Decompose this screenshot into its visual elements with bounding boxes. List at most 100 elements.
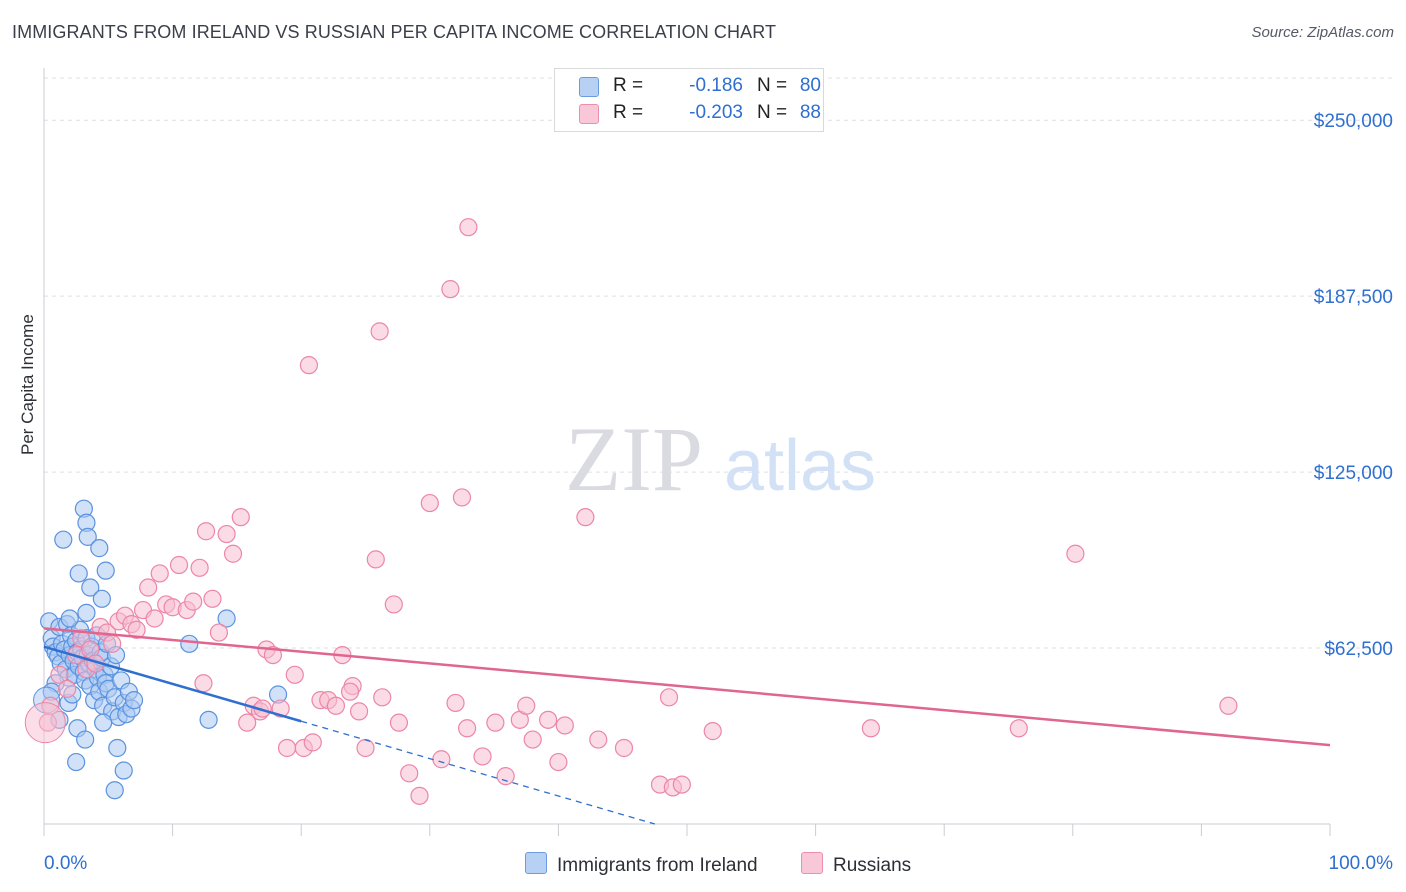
point-russians: [576, 508, 595, 527]
point-russians: [441, 280, 460, 299]
point-ireland: [60, 609, 79, 628]
point-ireland: [69, 564, 88, 583]
point-russians: [356, 738, 375, 758]
y-tick-label: $62,500: [1324, 639, 1393, 660]
legend-r-label: R =: [613, 75, 644, 96]
point-ireland: [180, 634, 199, 653]
point-ireland: [78, 527, 97, 546]
point-russians: [410, 786, 429, 805]
point-ireland: [124, 691, 144, 710]
point-russians: [589, 730, 608, 749]
point-ireland: [114, 761, 133, 780]
watermark-zip: ZIP: [565, 408, 703, 510]
point-russians: [1009, 719, 1028, 738]
point-ireland: [67, 752, 86, 772]
point-russians: [496, 767, 515, 786]
point-russians: [58, 679, 77, 698]
x-tick-label: 100.0%: [1329, 853, 1394, 874]
point-russians: [517, 696, 536, 715]
point-ireland: [92, 589, 111, 608]
point-russians: [446, 693, 465, 713]
source-credit: Source: ZipAtlas.com: [1251, 24, 1394, 41]
trend-line-ireland: [43, 645, 302, 723]
point-russians: [672, 775, 691, 794]
legend-n-value-ireland: 80: [799, 75, 821, 96]
point-russians: [326, 696, 346, 715]
point-russians: [555, 716, 574, 735]
legend-r-value-ireland: -0.186: [689, 75, 743, 96]
y-tick-label: $250,000: [1314, 111, 1393, 132]
point-ireland: [90, 539, 109, 558]
point-russians: [196, 522, 216, 541]
point-russians: [432, 750, 451, 769]
legend-swatch-ireland: [579, 77, 599, 97]
correlation-legend: R = -0.186 N = 80 R = -0.203 N = 88: [554, 68, 824, 132]
legend-n-label: N =: [757, 75, 788, 96]
series-name-ireland: Immigrants from Ireland: [557, 855, 758, 876]
point-russians: [223, 544, 243, 563]
point-russians: [24, 702, 66, 744]
point-russians: [486, 713, 505, 732]
point-russians: [190, 558, 209, 577]
point-ireland: [217, 609, 236, 628]
point-russians: [523, 730, 542, 749]
point-russians: [303, 733, 322, 752]
point-ireland: [81, 578, 100, 597]
point-russians: [127, 620, 146, 639]
point-russians: [349, 702, 369, 721]
series-legend-ireland: Immigrants from Ireland: [525, 852, 758, 877]
point-russians: [703, 722, 722, 741]
point-ireland: [96, 561, 115, 580]
series-swatch-ireland: [525, 852, 547, 874]
trend-line-russians: [43, 627, 1331, 747]
point-russians: [389, 713, 409, 732]
point-russians: [549, 752, 568, 772]
point-ireland: [54, 530, 73, 549]
point-ireland: [105, 781, 124, 800]
point-russians: [50, 665, 69, 684]
point-russians: [184, 592, 203, 611]
x-tick-label: 0.0%: [44, 853, 87, 874]
point-russians: [366, 550, 385, 569]
point-russians: [169, 555, 189, 575]
point-russians: [539, 710, 558, 729]
point-russians: [263, 645, 283, 665]
legend-swatch-russians: [579, 104, 599, 124]
point-ireland: [76, 730, 95, 749]
point-russians: [139, 578, 158, 597]
point-ireland: [108, 738, 127, 758]
point-russians: [420, 493, 439, 513]
point-russians: [209, 623, 228, 642]
point-russians: [103, 634, 122, 653]
point-ireland: [199, 710, 218, 729]
point-ireland: [94, 713, 113, 732]
watermark-atlas: atlas: [724, 426, 876, 506]
y-axis-label: Per Capita Income: [18, 314, 37, 455]
point-russians: [384, 595, 403, 614]
legend-r-label: R =: [613, 102, 644, 123]
series-legend-russians: Russians: [801, 852, 911, 877]
chart-title: IMMIGRANTS FROM IRELAND VS RUSSIAN PER C…: [12, 22, 777, 42]
point-russians: [150, 564, 169, 583]
point-russians: [400, 764, 419, 783]
point-russians: [231, 508, 250, 527]
point-russians: [614, 738, 634, 758]
legend-n-label: N =: [757, 102, 788, 123]
point-russians: [473, 747, 492, 766]
point-russians: [277, 738, 297, 758]
point-russians: [452, 488, 472, 507]
point-ireland: [77, 603, 96, 622]
y-tick-label: $187,500: [1314, 287, 1393, 308]
point-russians: [370, 322, 389, 341]
point-russians: [285, 665, 304, 684]
point-russians: [457, 719, 477, 738]
point-russians: [217, 524, 236, 544]
point-russians: [340, 682, 360, 701]
point-russians: [861, 719, 880, 738]
series-swatch-russians: [801, 852, 823, 874]
point-russians: [238, 713, 257, 732]
point-russians: [145, 609, 164, 628]
point-russians: [373, 688, 392, 707]
point-russians: [659, 688, 679, 707]
